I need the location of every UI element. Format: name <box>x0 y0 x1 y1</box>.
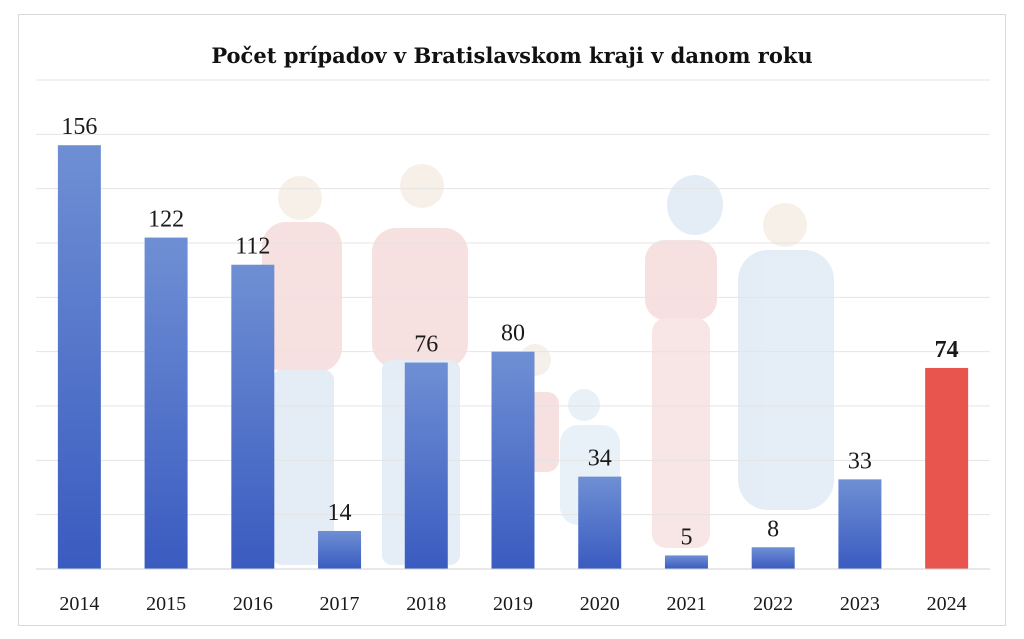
x-tick-2015: 2015 <box>146 593 186 615</box>
value-label-2021: 5 <box>680 524 692 550</box>
x-tick-2016: 2016 <box>233 593 273 615</box>
x-tick-2018: 2018 <box>406 593 446 615</box>
value-label-2016: 112 <box>235 234 270 260</box>
bar-2018 <box>404 362 448 569</box>
value-labels: 156 122 112 14 76 80 34 5 8 33 74 <box>61 114 958 550</box>
value-label-2024: 74 <box>935 337 959 363</box>
bar-2017 <box>318 530 362 569</box>
value-label-2014: 156 <box>61 114 97 140</box>
x-axis-tick-labels: 2014 2015 2016 2017 2018 2019 2020 2021 2022 2023… <box>59 593 966 615</box>
value-label-2018: 76 <box>414 332 438 358</box>
value-label-2017: 14 <box>328 500 352 526</box>
value-label-2019: 80 <box>501 321 525 347</box>
x-tick-2014: 2014 <box>59 593 99 615</box>
bar-2024 <box>925 367 969 569</box>
x-tick-2021: 2021 <box>666 593 706 615</box>
x-tick-2023: 2023 <box>840 593 880 615</box>
bar-2020 <box>578 476 622 569</box>
bar-2016 <box>231 264 275 569</box>
value-label-2020: 34 <box>588 446 612 472</box>
bar-2014 <box>57 145 101 569</box>
bar-2019 <box>491 351 535 569</box>
x-tick-2024: 2024 <box>927 593 967 615</box>
chart-title: Počet prípadov v Bratislavskom kraji v d… <box>211 43 813 68</box>
value-label-2015: 122 <box>148 207 184 233</box>
bar-2023 <box>838 479 882 569</box>
x-tick-2022: 2022 <box>753 593 793 615</box>
value-label-2022: 8 <box>767 516 779 542</box>
bar-2021 <box>664 555 708 569</box>
value-label-2023: 33 <box>848 448 872 474</box>
bar-series <box>57 145 969 570</box>
x-tick-2019: 2019 <box>493 593 533 615</box>
x-tick-2020: 2020 <box>580 593 620 615</box>
x-tick-2017: 2017 <box>320 593 360 615</box>
bar-2022 <box>751 547 795 569</box>
bar-2015 <box>144 237 188 570</box>
